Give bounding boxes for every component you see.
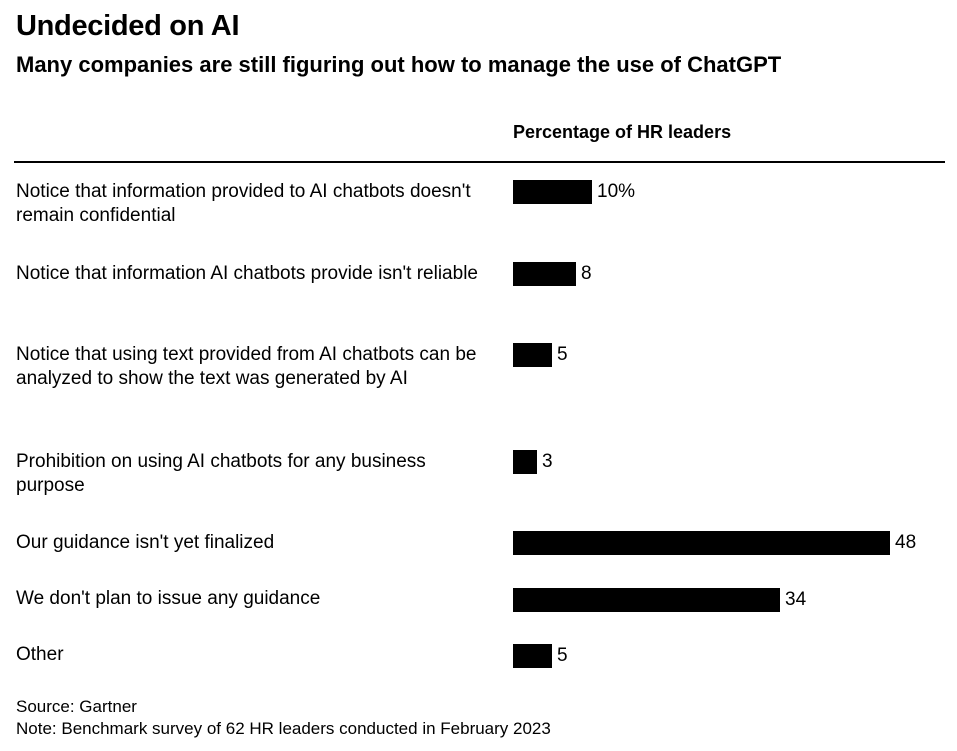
- bar: [513, 531, 890, 555]
- bar: [513, 450, 537, 474]
- category-label: We don't plan to issue any guidance: [16, 588, 321, 609]
- category-label: Notice that information AI chatbots prov…: [16, 263, 478, 284]
- bar: [513, 262, 576, 286]
- header-rule: [14, 161, 945, 163]
- value-label: 10%: [597, 181, 636, 202]
- category-label: Notice that using text provided from AI …: [16, 344, 477, 389]
- bar: [513, 644, 552, 668]
- bar: [513, 343, 552, 367]
- category-label: Our guidance isn't yet finalized: [16, 532, 275, 553]
- chart-title: Undecided on AI: [16, 10, 240, 42]
- chart-subtitle: Many companies are still figuring out ho…: [16, 52, 782, 77]
- category-label: Prohibition on using AI chatbots for any…: [16, 451, 426, 496]
- footnote: Note: Benchmark survey of 62 HR leaders …: [16, 719, 551, 738]
- bar: [513, 180, 592, 204]
- value-label: 5: [557, 344, 568, 365]
- value-label: 5: [557, 645, 568, 666]
- column-header: Percentage of HR leaders: [513, 122, 732, 142]
- value-label: 8: [581, 263, 592, 284]
- value-label: 48: [895, 532, 917, 553]
- source-note: Source: Gartner: [16, 697, 137, 716]
- category-label: Other: [16, 644, 64, 665]
- category-label: Notice that information provided to AI c…: [16, 181, 471, 226]
- value-label: 34: [785, 589, 807, 610]
- value-label: 3: [542, 451, 553, 472]
- bar: [513, 588, 780, 612]
